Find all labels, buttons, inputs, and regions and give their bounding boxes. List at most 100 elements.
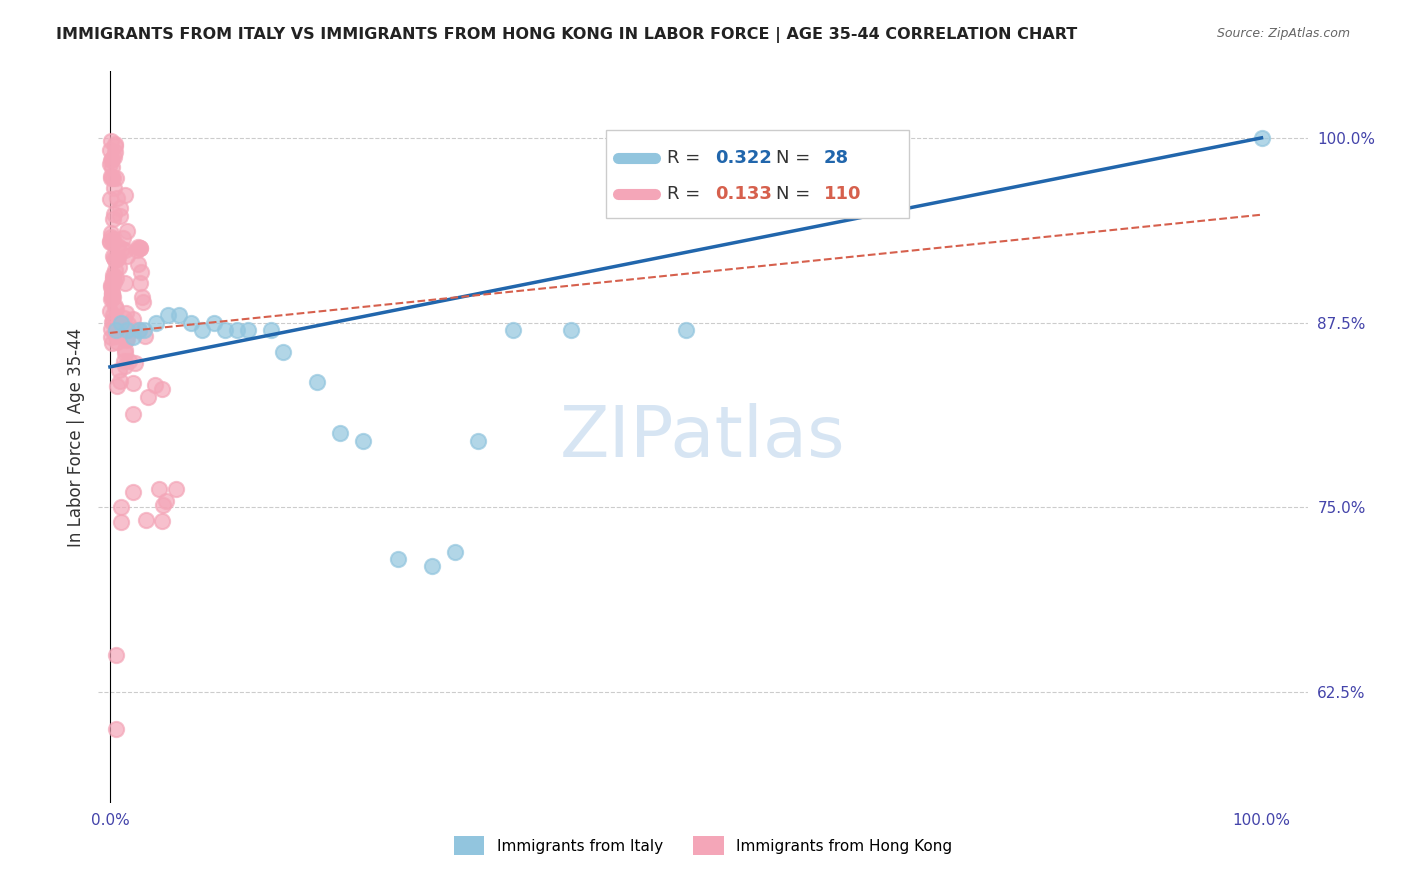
Point: [101, 336, 124, 351]
Point: [101, 272, 124, 286]
Point: [131, 295, 153, 310]
Point: [117, 317, 139, 331]
Point: [101, 236, 124, 251]
Point: [100, 330, 122, 344]
Legend: Immigrants from Italy, Immigrants from Hong Kong: Immigrants from Italy, Immigrants from H…: [447, 830, 959, 861]
Point: [98, 304, 121, 318]
Point: [156, 308, 179, 322]
Point: [167, 308, 190, 322]
Point: [135, 513, 157, 527]
Point: [122, 330, 145, 344]
Text: R =: R =: [666, 186, 706, 203]
Text: ZIPatlas: ZIPatlas: [560, 402, 846, 472]
Point: [104, 171, 127, 186]
Point: [155, 494, 177, 508]
Point: [105, 191, 128, 205]
Point: [108, 374, 131, 388]
Point: [103, 150, 125, 164]
Point: [307, 375, 329, 389]
Point: [150, 382, 173, 396]
Point: [329, 426, 352, 441]
Point: [98, 143, 121, 157]
Point: [103, 170, 125, 185]
Point: [100, 280, 122, 294]
Point: [145, 316, 167, 330]
Point: [115, 225, 138, 239]
Point: [152, 498, 174, 512]
Point: [110, 500, 132, 515]
Point: [100, 291, 122, 305]
Point: [422, 559, 444, 574]
Point: [114, 343, 136, 358]
Point: [225, 323, 247, 337]
Point: [100, 170, 122, 185]
Point: [101, 313, 124, 327]
Point: [104, 327, 127, 342]
Point: [101, 232, 124, 246]
Point: [180, 316, 202, 330]
Point: [136, 390, 159, 404]
Point: [352, 434, 374, 448]
Point: [100, 153, 122, 167]
Point: [387, 552, 409, 566]
Point: [108, 201, 131, 215]
Point: [114, 359, 136, 373]
Point: [105, 252, 128, 266]
Point: [560, 323, 582, 337]
Point: [100, 230, 122, 244]
Point: [103, 249, 125, 263]
Point: [122, 311, 145, 326]
Point: [103, 181, 125, 195]
Point: [115, 306, 138, 320]
Point: [129, 241, 152, 255]
Point: [121, 407, 143, 421]
Point: [165, 482, 187, 496]
Point: [236, 323, 259, 337]
Point: [129, 265, 152, 279]
Point: [114, 276, 136, 290]
Point: [104, 299, 127, 313]
Point: [104, 136, 127, 151]
Text: N =: N =: [776, 186, 815, 203]
Point: [100, 277, 122, 292]
Point: [103, 207, 125, 221]
Point: [100, 322, 122, 336]
Point: [467, 434, 489, 448]
Point: [191, 323, 214, 337]
Point: [121, 376, 143, 391]
Point: [124, 356, 146, 370]
Point: [104, 722, 127, 736]
Point: [1250, 131, 1272, 145]
Point: [110, 316, 132, 330]
Point: [148, 482, 170, 496]
Point: [115, 249, 138, 263]
Point: [101, 308, 124, 322]
Text: Source: ZipAtlas.com: Source: ZipAtlas.com: [1216, 27, 1350, 40]
Point: [128, 241, 150, 255]
Point: [103, 276, 125, 290]
Point: [271, 345, 294, 359]
Point: [104, 262, 127, 277]
Point: [112, 311, 135, 326]
Point: [115, 332, 138, 346]
Text: 110: 110: [824, 186, 862, 203]
Point: [128, 323, 150, 337]
Point: [104, 648, 127, 662]
Text: IMMIGRANTS FROM ITALY VS IMMIGRANTS FROM HONG KONG IN LABOR FORCE | AGE 35-44 CO: IMMIGRANTS FROM ITALY VS IMMIGRANTS FROM…: [56, 27, 1077, 43]
Point: [131, 290, 153, 304]
Point: [100, 292, 122, 306]
Point: [101, 278, 124, 293]
Point: [108, 316, 131, 330]
Point: [150, 514, 173, 528]
Point: [104, 301, 127, 316]
Point: [143, 377, 166, 392]
Point: [103, 268, 125, 282]
Text: 28: 28: [824, 149, 849, 167]
Point: [114, 346, 136, 360]
Point: [98, 157, 121, 171]
Point: [110, 323, 132, 337]
Point: [675, 323, 697, 337]
Point: [98, 234, 121, 248]
Point: [98, 192, 121, 206]
Point: [214, 323, 236, 337]
